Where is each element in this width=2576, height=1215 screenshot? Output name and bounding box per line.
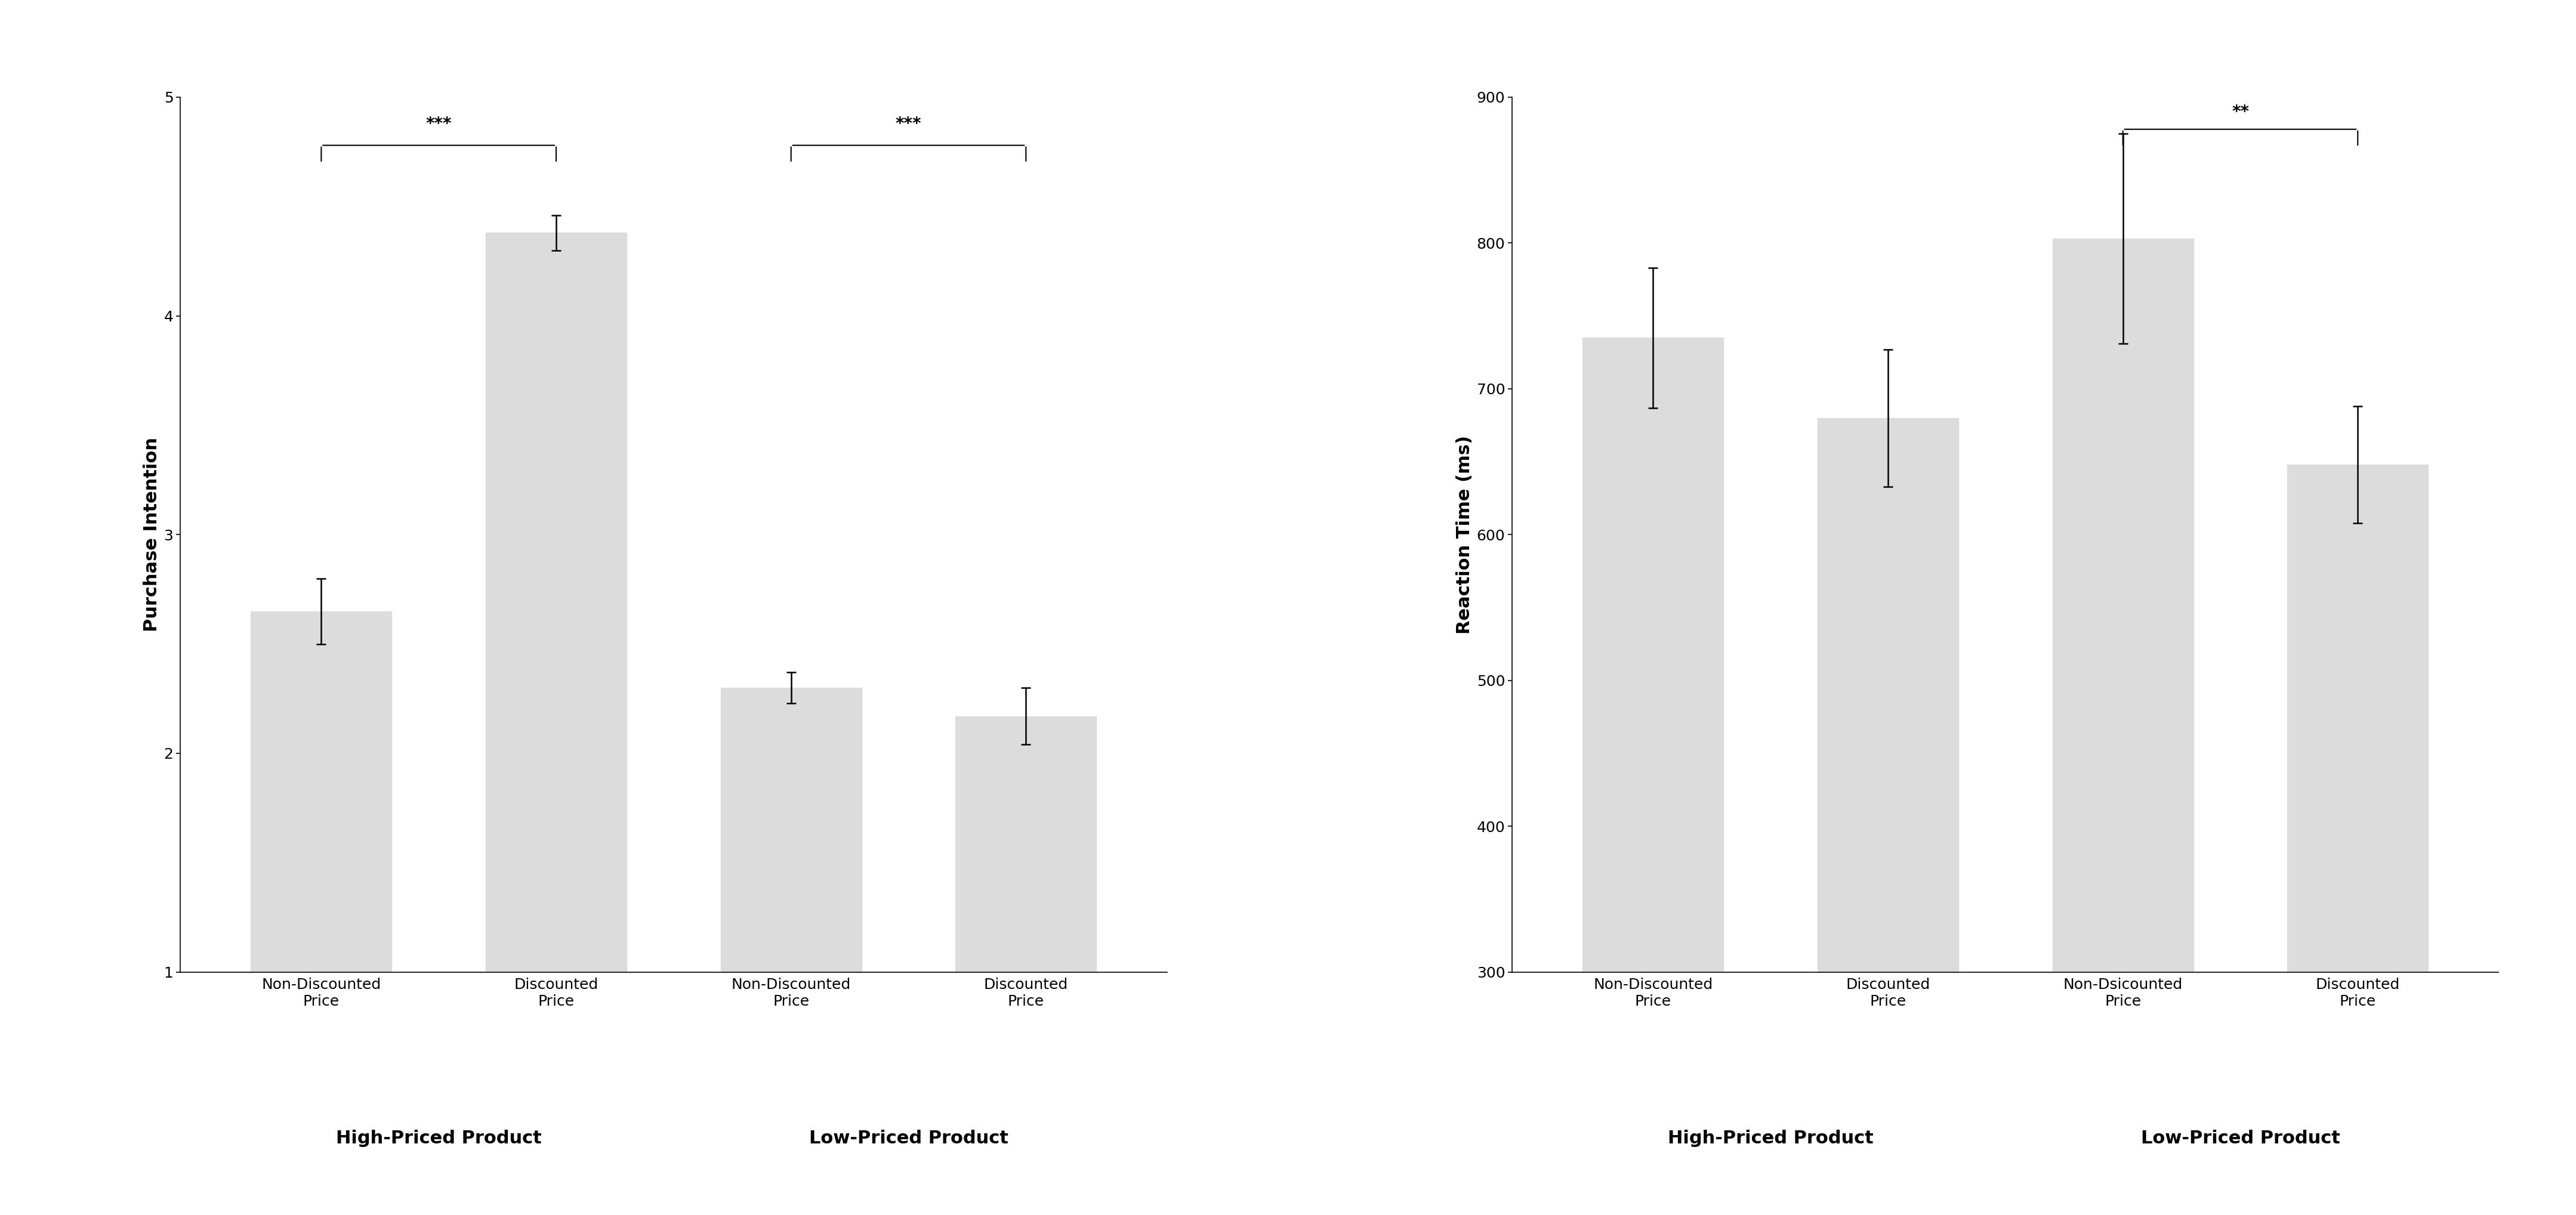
Bar: [2287, 464, 2429, 1215]
Y-axis label: Reaction Time (ms): Reaction Time (ms): [1455, 435, 1473, 634]
Bar: [1819, 418, 1958, 1215]
Bar: [2053, 238, 2192, 1215]
Text: ***: ***: [896, 115, 922, 132]
Bar: [1582, 338, 1723, 1215]
Text: High-Priced Product: High-Priced Product: [1667, 1130, 1873, 1147]
Text: Low-Priced Product: Low-Priced Product: [2141, 1130, 2339, 1147]
Text: **: **: [2231, 103, 2249, 120]
Bar: [250, 611, 392, 1191]
Text: ***: ***: [425, 115, 451, 132]
Bar: [956, 716, 1097, 1191]
Bar: [487, 233, 626, 1191]
Text: High-Priced Product: High-Priced Product: [335, 1130, 541, 1147]
Bar: [721, 688, 860, 1191]
Text: Low-Priced Product: Low-Priced Product: [809, 1130, 1007, 1147]
Y-axis label: Purchase Intention: Purchase Intention: [144, 437, 160, 632]
